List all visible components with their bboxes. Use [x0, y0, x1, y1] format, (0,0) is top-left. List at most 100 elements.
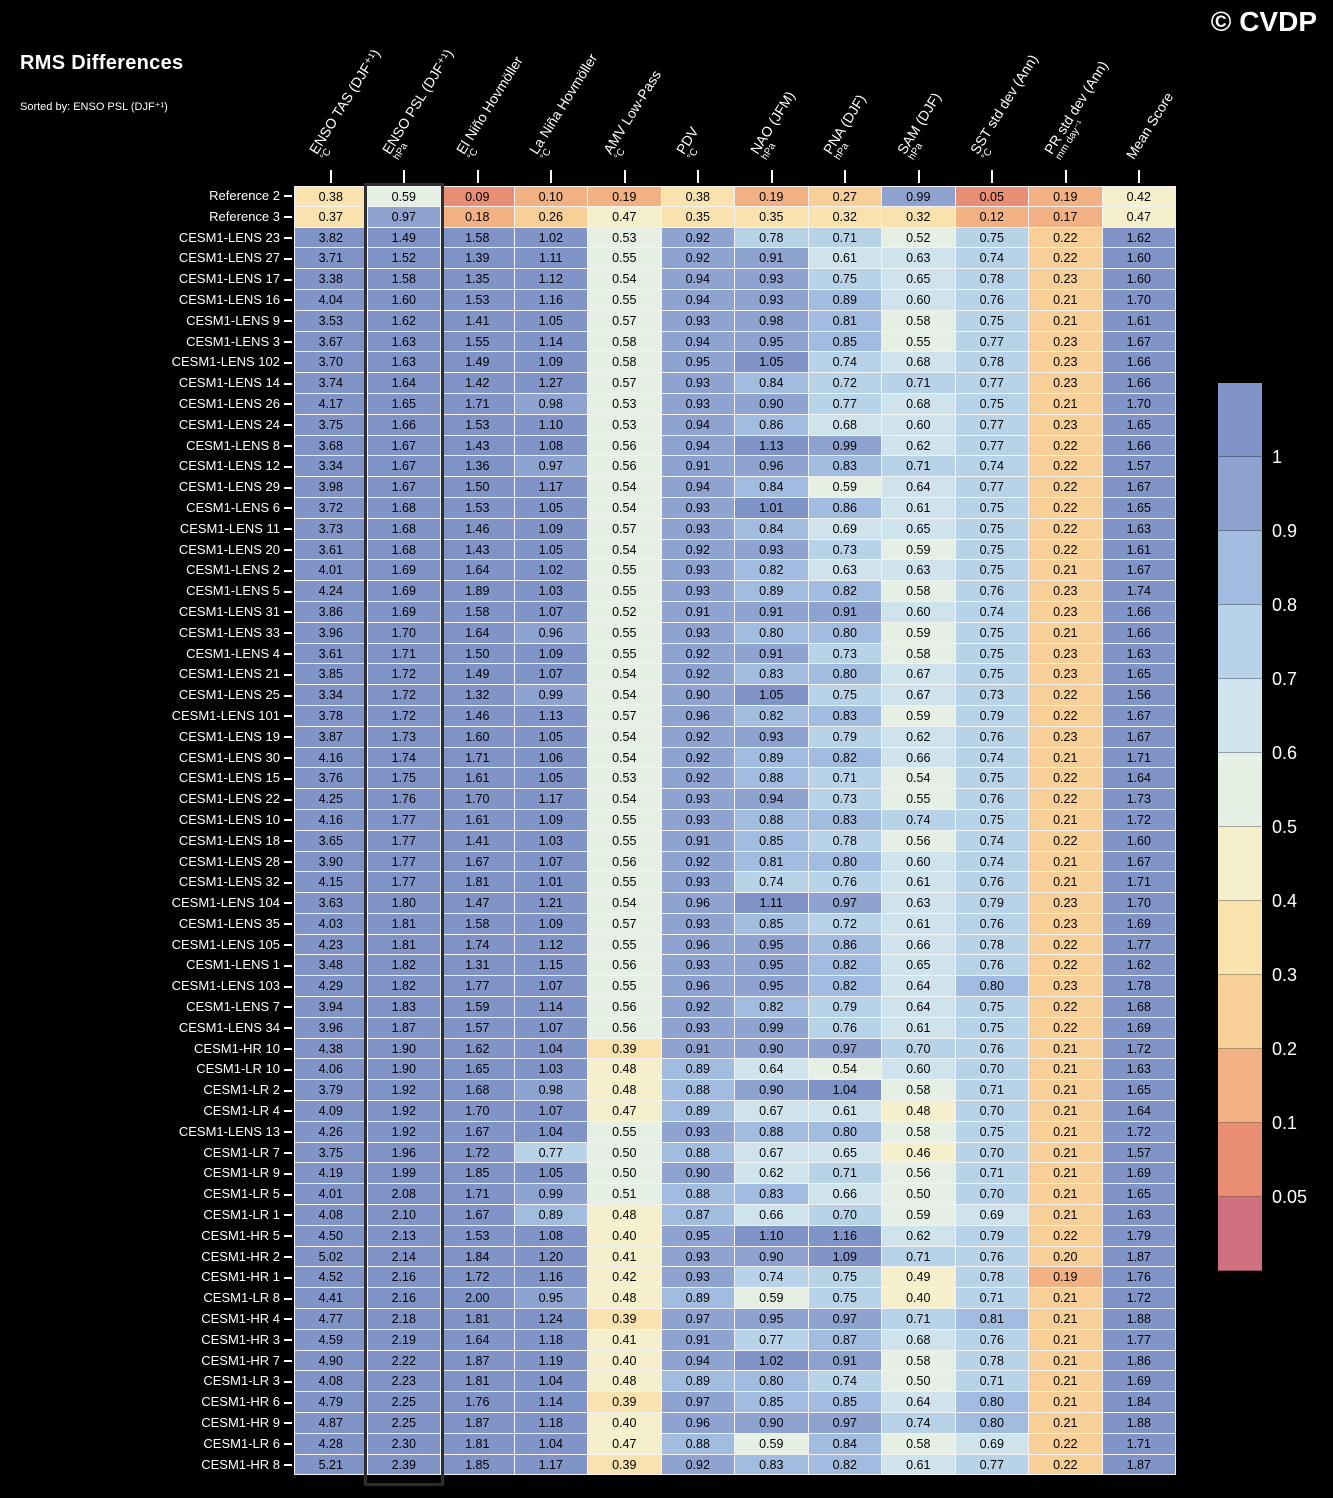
heatmap-cell: 2.23	[367, 1371, 441, 1393]
heatmap-cell: 0.82	[808, 581, 882, 602]
row-tick	[280, 207, 294, 228]
heatmap-cell: 1.63	[1102, 518, 1176, 540]
row-tick	[280, 290, 294, 311]
row-tick	[280, 269, 294, 290]
heatmap-cell: 0.97	[808, 1413, 882, 1434]
row-label: CESM1-LENS 101	[171, 707, 280, 723]
heatmap-cell: 0.74	[955, 747, 1029, 769]
heatmap-cell: 0.75	[955, 1017, 1029, 1039]
heatmap-cell: 0.21	[1029, 1392, 1103, 1414]
heatmap-cell: 1.77	[367, 851, 441, 873]
heatmap-cell: 0.96	[735, 456, 809, 478]
column-tick	[697, 170, 700, 183]
heatmap-cell: 0.56	[588, 955, 662, 977]
heatmap-cell: 0.22	[1029, 934, 1103, 956]
heatmap-cell: 0.46	[882, 1142, 956, 1164]
heatmap-cell: 4.50	[294, 1225, 368, 1247]
table-row: Reference 2 0.38 0.59 0.09 0.10 0.19 0.38 0.19 0…	[8, 186, 1176, 207]
row-label: CESM1-HR 4	[201, 1311, 280, 1327]
heatmap-cell: 0.22	[1029, 248, 1103, 270]
heatmap-cell: 0.54	[588, 789, 662, 810]
heatmap-cell: 1.21	[514, 893, 588, 914]
heatmap-cell: 0.77	[955, 331, 1029, 353]
heatmap-cell: 1.53	[441, 497, 515, 519]
heatmap-cell: 0.23	[1029, 643, 1103, 665]
heatmap-cell: 0.21	[1029, 310, 1103, 332]
heatmap-cell: 0.38	[294, 186, 368, 207]
heatmap-cell: 0.58	[882, 1080, 956, 1102]
heatmap-cell: 1.65	[1102, 664, 1176, 686]
heatmap-cell: 0.58	[882, 1350, 956, 1372]
heatmap-cell: 0.48	[588, 1205, 662, 1226]
row-tick	[280, 415, 294, 436]
heatmap-cell: 1.61	[1102, 539, 1176, 561]
table-row: CESM1-LENS 27 3.71 1.52 1.39 1.11 0.55 0.92 0.9…	[8, 248, 1176, 270]
heatmap-cell: 0.93	[661, 1017, 735, 1039]
heatmap-cell: 2.18	[367, 1309, 441, 1330]
heatmap-cell: 0.68	[808, 414, 882, 436]
row-label: CESM1-LENS 24	[178, 416, 280, 432]
heatmap-cell: 1.52	[367, 248, 441, 270]
heatmap-cell: 1.02	[514, 560, 588, 582]
heatmap-cell: 0.21	[1029, 1350, 1103, 1372]
heatmap-cell: 0.67	[735, 1101, 809, 1122]
heatmap-cell: 0.89	[808, 289, 882, 311]
heatmap-cell: 1.10	[514, 414, 588, 436]
row-tick	[280, 1247, 294, 1268]
heatmap-cell: 0.56	[588, 851, 662, 873]
heatmap-cell: 1.77	[441, 976, 515, 998]
heatmap-cell: 1.77	[367, 809, 441, 831]
row-label: CESM1-LENS 31	[178, 603, 280, 619]
heatmap-cell: 0.39	[588, 1038, 662, 1060]
heatmap-cell: 1.85	[441, 1454, 515, 1476]
heatmap-cell: 0.70	[955, 1101, 1029, 1122]
column-header-label: La Niña Hovmöller	[526, 50, 601, 157]
heatmap-cell: 1.81	[441, 1433, 515, 1455]
heatmap-cell: 0.93	[661, 809, 735, 831]
heatmap-cell: 0.77	[955, 1454, 1029, 1476]
colorbar-tick-label: 0.2	[1272, 1039, 1298, 1059]
heatmap-cell: 0.69	[955, 1205, 1029, 1226]
heatmap-cell: 1.76	[1102, 1267, 1176, 1289]
heatmap-cell: 0.83	[808, 705, 882, 727]
heatmap-cell: 1.65	[1102, 497, 1176, 519]
heatmap-cell: 1.57	[1102, 456, 1176, 478]
heatmap-cell: 1.99	[367, 1163, 441, 1185]
heatmap-cell: 0.90	[735, 1413, 809, 1434]
heatmap-cell: 1.67	[1102, 477, 1176, 498]
table-row: CESM1-LENS 26 4.17 1.65 1.71 0.98 0.53 0.93 0.9…	[8, 393, 1176, 415]
heatmap-cell: 1.69	[1102, 1371, 1176, 1393]
heatmap-cell: 0.63	[808, 560, 882, 582]
heatmap-cell: 1.92	[367, 1121, 441, 1143]
heatmap-cell: 1.72	[441, 1267, 515, 1289]
heatmap-cell: 0.93	[661, 622, 735, 644]
heatmap-cell: 0.80	[955, 1392, 1029, 1414]
heatmap-cell: 0.78	[735, 227, 809, 249]
heatmap-cell: 1.70	[1102, 393, 1176, 415]
heatmap-cell: 1.02	[735, 1350, 809, 1372]
heatmap-cell: 0.23	[1029, 601, 1103, 623]
heatmap-cell: 0.84	[808, 1433, 882, 1455]
heatmap-cell: 0.23	[1029, 331, 1103, 353]
heatmap-cell: 4.25	[294, 789, 368, 810]
heatmap-cell: 0.60	[882, 289, 956, 311]
row-tick	[280, 477, 294, 498]
heatmap-cell: 0.21	[1029, 851, 1103, 873]
row-label: CESM1-LR 2	[203, 1082, 280, 1098]
colorbar-tick-label: 0.05	[1272, 1187, 1308, 1207]
row-label: CESM1-HR 7	[201, 1352, 280, 1368]
heatmap-cell: 0.75	[955, 560, 1029, 582]
heatmap-cell: 0.78	[955, 269, 1029, 290]
heatmap-cell: 1.67	[1102, 851, 1176, 873]
heatmap-cell: 0.62	[882, 726, 956, 748]
row-label: CESM1-HR 10	[194, 1040, 280, 1056]
row-label: CESM1-LR 4	[203, 1103, 280, 1119]
heatmap-cell: 1.84	[1102, 1392, 1176, 1414]
heatmap-cell: 0.73	[808, 539, 882, 561]
heatmap-cell: 1.68	[367, 539, 441, 561]
heatmap-cell: 1.67	[441, 851, 515, 873]
heatmap-cell: 0.22	[1029, 477, 1103, 498]
heatmap-cell: 0.23	[1029, 373, 1103, 394]
row-label: CESM1-LENS 34	[178, 1019, 280, 1035]
